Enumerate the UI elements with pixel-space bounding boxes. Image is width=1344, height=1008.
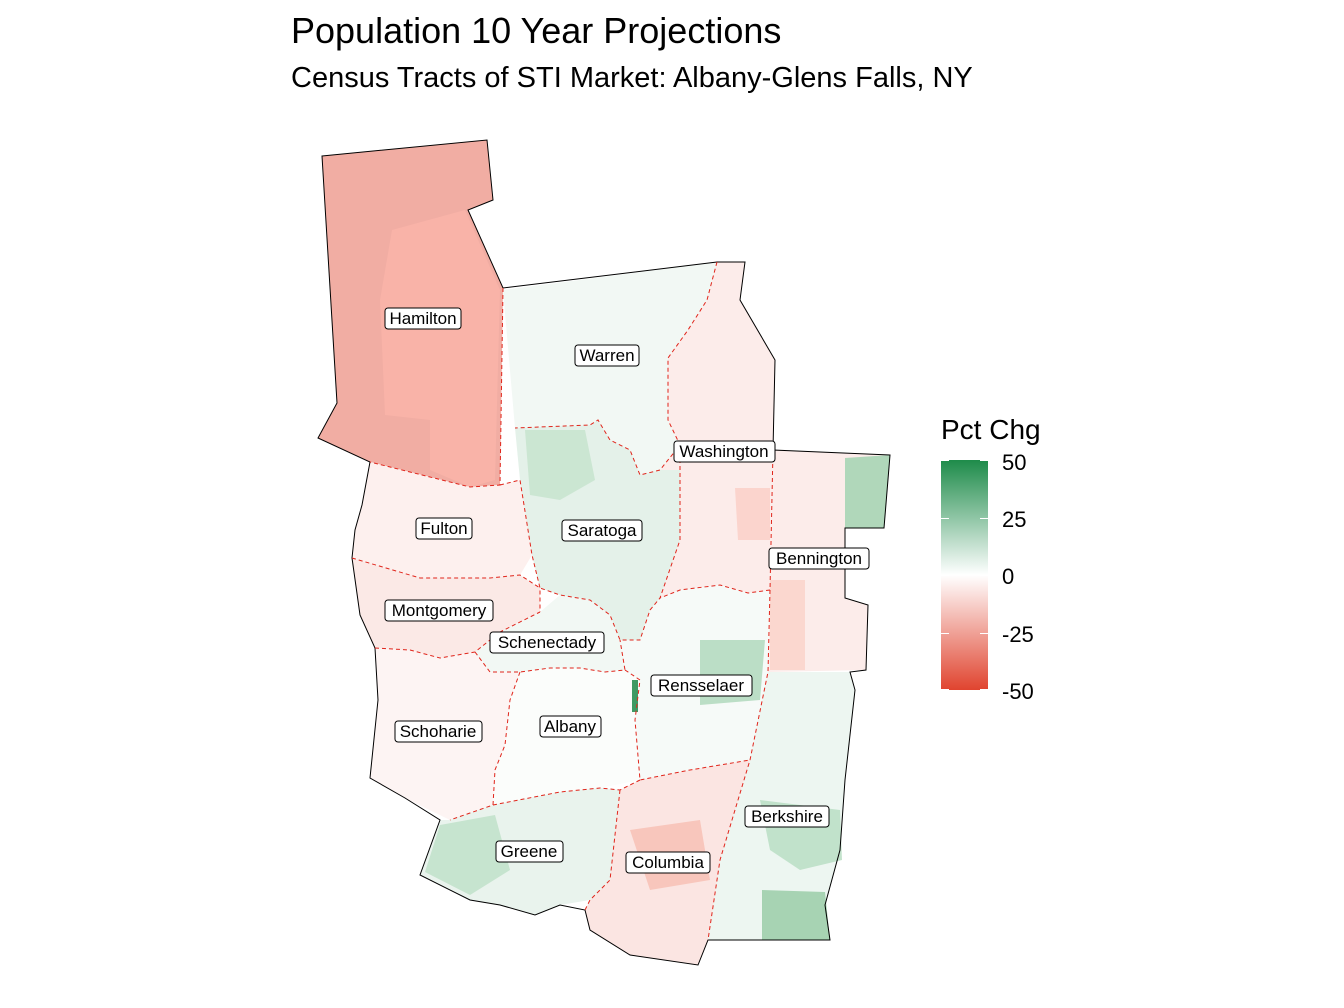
legend-tick-50: 50: [1002, 450, 1027, 475]
legend-title: Pct Chg: [941, 414, 1041, 445]
map-subtitle: Census Tracts of STI Market: Albany-Glen…: [291, 62, 973, 94]
label-schoharie: Schoharie: [394, 720, 483, 743]
svg-text:Warren: Warren: [579, 346, 634, 365]
label-saratoga: Saratoga: [561, 519, 643, 542]
svg-text:Schoharie: Schoharie: [400, 722, 477, 741]
svg-text:Greene: Greene: [501, 842, 558, 861]
svg-text:Hamilton: Hamilton: [389, 309, 456, 328]
legend-tick-mark: [941, 689, 949, 690]
legend-tick-mark: [941, 575, 949, 576]
svg-text:Bennington: Bennington: [776, 549, 862, 568]
svg-text:Fulton: Fulton: [420, 519, 467, 538]
label-greene: Greene: [495, 840, 564, 863]
svg-text:Rensselaer: Rensselaer: [658, 676, 744, 695]
legend-tick-mark: [980, 518, 988, 519]
county-warren: [503, 262, 717, 475]
tract-bennington-ne: [845, 455, 890, 528]
tract-bennington-west: [770, 580, 805, 670]
tract-shading: [380, 210, 890, 940]
tract-saratoga-north: [525, 430, 595, 500]
label-rensselaer: Rensselaer: [650, 674, 753, 697]
label-hamilton: Hamilton: [384, 307, 462, 330]
tract-greene-west: [425, 815, 510, 895]
legend-tick-mark: [941, 460, 949, 461]
svg-text:Washington: Washington: [679, 442, 768, 461]
svg-text:Montgomery: Montgomery: [392, 601, 487, 620]
legend-tick-mark: [980, 633, 988, 634]
svg-text:Berkshire: Berkshire: [751, 807, 823, 826]
county-borders: [351, 261, 774, 941]
legend-tick-neg25: -25: [1002, 622, 1034, 647]
label-berkshire: Berkshire: [744, 805, 830, 828]
legend-tick-mark: [941, 518, 949, 519]
legend-tick-mark: [941, 633, 949, 634]
svg-text:Schenectady: Schenectady: [498, 633, 597, 652]
label-fulton: Fulton: [415, 517, 473, 540]
map-title: Population 10 Year Projections: [291, 10, 782, 51]
label-schenectady: Schenectady: [489, 631, 605, 654]
label-bennington: Bennington: [768, 547, 870, 570]
svg-text:Columbia: Columbia: [632, 853, 704, 872]
label-washington: Washington: [673, 440, 776, 463]
label-montgomery: Montgomery: [384, 599, 494, 622]
legend-tick-neg50: -50: [1002, 679, 1034, 704]
legend-tick-mark: [980, 460, 988, 461]
label-columbia: Columbia: [625, 851, 711, 874]
label-albany: Albany: [539, 715, 602, 738]
legend-tick-25: 25: [1002, 507, 1027, 532]
tract-berkshire-sw: [762, 890, 830, 940]
legend-tick-0: 0: [1002, 564, 1015, 589]
svg-text:Saratoga: Saratoga: [568, 521, 638, 540]
label-warren: Warren: [574, 344, 640, 367]
county-labels: Hamilton Warren Washington Fulton Sarato…: [384, 307, 870, 874]
tract-hamilton-south: [380, 210, 500, 487]
svg-text:Albany: Albany: [544, 717, 596, 736]
legend-tick-mark: [980, 575, 988, 576]
legend-tick-mark: [980, 689, 988, 690]
tract-washington-east: [735, 488, 770, 540]
